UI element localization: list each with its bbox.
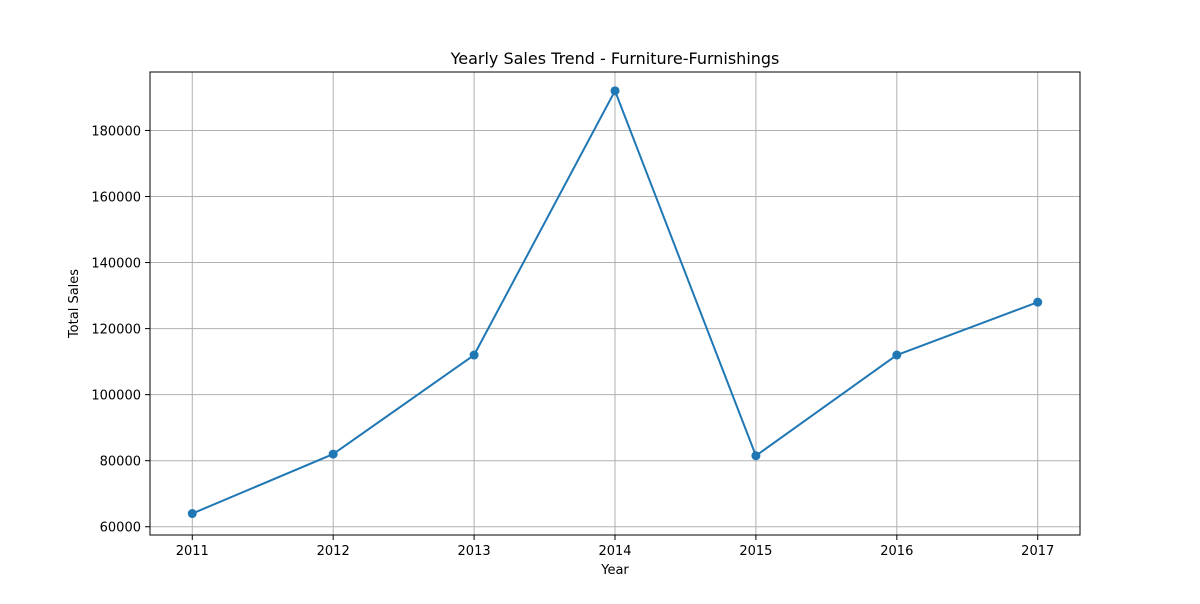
data-point bbox=[187, 509, 197, 519]
x-tick-label: 2011 bbox=[176, 544, 209, 559]
x-tick-label: 2015 bbox=[739, 544, 772, 559]
y-tick-label: 80000 bbox=[100, 455, 141, 470]
x-tick-label: 2012 bbox=[317, 544, 350, 559]
x-axis-label: Year bbox=[600, 563, 629, 578]
x-tick-label: 2017 bbox=[1021, 544, 1054, 559]
y-tick-label: 160000 bbox=[91, 191, 141, 206]
data-point bbox=[751, 451, 761, 461]
data-point bbox=[610, 86, 620, 96]
x-tick-label: 2016 bbox=[880, 544, 913, 559]
data-point bbox=[328, 449, 338, 459]
y-axis-label: Total Sales bbox=[67, 269, 82, 339]
y-tick-label: 100000 bbox=[91, 389, 141, 404]
x-tick-label: 2014 bbox=[598, 544, 631, 559]
y-tick-label: 180000 bbox=[91, 124, 141, 139]
data-point bbox=[469, 350, 479, 360]
y-tick-label: 60000 bbox=[100, 521, 141, 536]
y-tick-label: 120000 bbox=[91, 323, 141, 338]
data-point bbox=[1033, 297, 1043, 307]
chart-title: Yearly Sales Trend - Furniture-Furnishin… bbox=[450, 49, 780, 68]
data-point bbox=[892, 350, 902, 360]
x-tick-label: 2013 bbox=[458, 544, 491, 559]
y-tick-label: 140000 bbox=[91, 257, 141, 272]
